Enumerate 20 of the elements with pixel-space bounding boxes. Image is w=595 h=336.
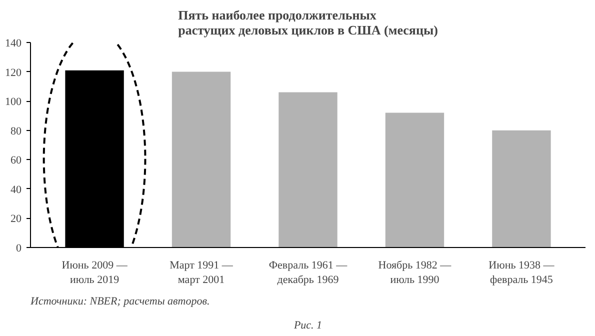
y-tick-label: 100 — [5, 96, 22, 108]
y-tick-label: 0 — [16, 242, 22, 254]
x-tick-label: Июнь 2009 — июль 2019 — [62, 260, 128, 286]
x-tick-label: Ноябрь 1982 — июль 1990 — [378, 260, 452, 286]
text: Рис. 1 — [292, 320, 322, 332]
bar — [278, 92, 338, 248]
y-tick-label: 60 — [10, 154, 22, 167]
y-tick-label: 20 — [10, 213, 22, 226]
bar — [172, 72, 231, 248]
y-tick-label: 40 — [10, 184, 22, 196]
x-tick-label: Июнь 1938 — февраль 1945 — [488, 260, 556, 286]
y-tick-label: 140 — [5, 38, 22, 50]
y-tick-label: 80 — [10, 125, 22, 138]
chart-title: Пять наиболее продолжительных растущих деловых циклов в США (месяцы) — [178, 8, 438, 38]
bar — [492, 130, 551, 248]
bar — [385, 112, 444, 248]
text: Источники: NBER; расчеты авторов. — [30, 296, 210, 308]
x-tick-label: Март 1991 — март 2001 — [170, 260, 234, 286]
x-tick-label: Февраль 1961 — декабрь 1969 — [268, 260, 348, 286]
y-tick-label: 120 — [5, 66, 22, 79]
